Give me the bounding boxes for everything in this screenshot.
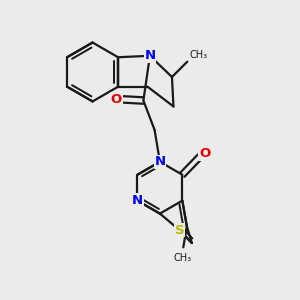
Text: S: S xyxy=(175,224,184,237)
Text: O: O xyxy=(199,147,210,160)
Text: N: N xyxy=(132,194,143,207)
Text: CH₃: CH₃ xyxy=(190,50,208,60)
Text: O: O xyxy=(111,93,122,106)
Text: N: N xyxy=(144,49,155,62)
Text: CH₃: CH₃ xyxy=(173,253,191,263)
Text: N: N xyxy=(154,155,166,168)
